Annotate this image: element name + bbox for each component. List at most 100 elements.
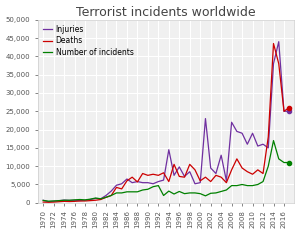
Deaths [88,199,92,202]
Number of incidents [282,161,286,164]
Number of incidents [99,197,103,200]
Injuries [157,180,160,183]
Deaths [230,168,233,171]
Number of incidents [94,197,97,199]
Number of incidents [78,198,82,201]
Number of incidents [125,190,129,193]
Number of incidents [83,198,87,201]
Number of incidents [162,194,165,197]
Number of incidents [136,190,139,193]
Injuries [183,175,186,178]
Number of incidents [120,191,124,194]
Injuries [287,110,291,113]
Number of incidents [62,199,66,202]
Line: Deaths: Deaths [43,44,289,202]
Deaths [240,167,244,169]
Injuries [256,145,260,147]
Number of incidents [183,192,186,195]
Deaths [198,179,202,182]
Number of incidents [68,199,71,202]
Number of incidents [110,194,113,197]
Injuries [261,143,265,146]
Deaths [151,173,155,176]
Injuries [272,62,275,65]
Deaths [282,110,286,113]
Number of incidents [151,185,155,188]
Deaths [41,201,45,204]
Injuries [99,197,103,200]
Injuries [219,154,223,157]
Injuries [120,182,124,185]
Number of incidents [235,184,239,187]
Deaths [146,174,150,177]
Deaths [57,200,61,203]
Deaths [78,200,82,202]
Deaths [52,201,56,204]
Deaths [183,176,186,179]
Number of incidents [115,191,118,194]
Deaths [235,157,239,160]
Injuries [235,130,239,133]
Number of incidents [198,192,202,195]
Deaths [73,200,76,203]
Injuries [204,117,207,120]
Injuries [172,174,176,177]
Number of incidents [225,189,228,191]
Deaths [261,172,265,175]
Injuries [146,181,150,184]
Injuries [214,172,218,175]
Injuries [88,198,92,201]
Injuries [245,143,249,146]
Deaths [125,179,129,182]
Number of incidents [287,161,291,164]
Deaths [188,163,192,166]
Number of incidents [88,198,92,201]
Deaths [120,187,124,190]
Injuries [151,182,155,185]
Injuries [78,199,82,202]
Number of incidents [261,180,265,183]
Injuries [141,181,144,184]
Deaths [219,176,223,179]
Injuries [251,132,254,135]
Deaths [46,201,50,204]
Deaths [172,163,176,166]
Injuries [104,194,108,197]
Number of incidents [277,157,281,160]
Injuries [277,40,281,43]
Deaths [167,180,171,183]
Injuries [115,184,118,187]
Injuries [130,181,134,184]
Deaths [272,42,275,45]
Number of incidents [73,198,76,201]
Injuries [57,199,61,202]
Injuries [125,178,129,180]
Deaths [225,181,228,184]
Injuries [188,170,192,173]
Number of incidents [204,194,207,197]
Line: Injuries: Injuries [43,42,289,202]
Number of incidents [272,139,275,142]
Injuries [83,199,87,202]
Injuries [52,200,56,203]
Deaths [94,199,97,202]
Number of incidents [178,190,181,193]
Deaths [104,196,108,199]
Injuries [282,110,286,113]
Deaths [209,180,212,183]
Deaths [62,200,66,203]
Deaths [115,186,118,189]
Number of incidents [245,184,249,187]
Deaths [277,62,281,65]
Deaths [68,200,71,203]
Number of incidents [188,191,192,194]
Number of incidents [41,199,45,202]
Number of incidents [172,193,176,195]
Injuries [62,199,66,201]
Number of incidents [214,191,218,194]
Deaths [83,200,87,202]
Deaths [245,170,249,173]
Deaths [178,175,181,178]
Injuries [225,179,228,182]
Injuries [209,167,212,169]
